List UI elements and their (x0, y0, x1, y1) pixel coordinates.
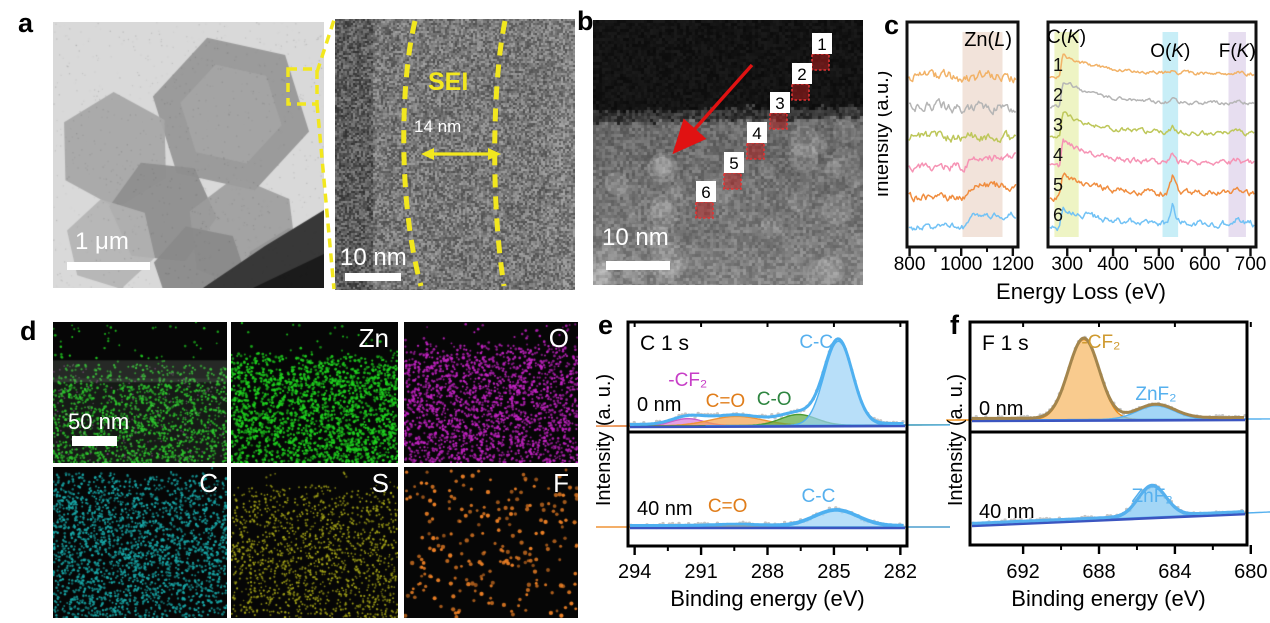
eds-label-zn: Zn (358, 323, 389, 353)
eds-f-canvas (404, 467, 578, 618)
eds-map-c: C (53, 467, 227, 618)
tem-image-main (53, 22, 324, 288)
svg-text:700: 700 (1235, 254, 1267, 275)
panel-a-label: a (18, 8, 34, 38)
svg-text:282: 282 (884, 561, 917, 583)
eds-o-canvas (404, 322, 578, 463)
eds-c-canvas (53, 467, 227, 618)
scalebar-label-a-inset: 10 nm (340, 244, 407, 271)
eels-chart: 800 1000 1200 Zn(L) 1 2 3 4 5 6 300 400 500 600 700 C(K… (878, 20, 1267, 304)
svg-text:F(K): F(K) (1219, 41, 1256, 62)
svg-text:500: 500 (1143, 254, 1175, 275)
svg-text:-CF₂: -CF₂ (1081, 332, 1120, 353)
svg-text:800: 800 (894, 254, 926, 275)
eds-map-zn: Zn (231, 322, 398, 463)
svg-text:680: 680 (1234, 561, 1267, 583)
scalebar-label-d: 50 nm (68, 409, 130, 434)
svg-text:4: 4 (1053, 145, 1063, 165)
svg-text:Zn(L): Zn(L) (964, 29, 1012, 51)
panel-c-label: c (884, 10, 900, 40)
svg-text:294: 294 (618, 561, 651, 583)
svg-text:300: 300 (1051, 254, 1083, 275)
svg-text:291: 291 (684, 561, 717, 583)
svg-text:Binding energy (eV): Binding energy (eV) (1011, 586, 1205, 611)
svg-text:0 nm: 0 nm (637, 394, 681, 416)
eds-map-s: S (231, 467, 398, 618)
scalebar-label-a-main: 1 μm (75, 228, 129, 255)
svg-text:Binding energy (eV): Binding energy (eV) (670, 586, 864, 611)
eds-label-f: F (553, 468, 569, 498)
sei-thickness-label: 14 nm (414, 117, 462, 136)
svg-text:688: 688 (1082, 561, 1115, 583)
svg-text:C(K): C(K) (1047, 27, 1086, 48)
svg-text:288: 288 (751, 561, 784, 583)
svg-text:C-O: C-O (757, 389, 792, 410)
scalebar-a-inset (345, 273, 401, 281)
svg-text:0 nm: 0 nm (979, 398, 1023, 420)
svg-text:F 1 s: F 1 s (982, 332, 1029, 355)
svg-text:684: 684 (1158, 561, 1191, 583)
eds-map-o: O (404, 322, 578, 463)
svg-text:1000: 1000 (940, 254, 982, 275)
eds-label-o: O (548, 323, 569, 353)
panel-b-label: b (577, 6, 594, 36)
eds-s-canvas (231, 467, 398, 618)
svg-text:1: 1 (1053, 55, 1063, 75)
svg-text:285: 285 (817, 561, 850, 583)
sei-label: SEI (428, 68, 469, 96)
svg-text:O(K): O(K) (1150, 41, 1190, 62)
svg-text:C-C: C-C (802, 486, 836, 507)
eds-map-f: F (404, 467, 578, 618)
svg-text:400: 400 (1097, 254, 1129, 275)
svg-text:Intensity (a. u.): Intensity (a. u.) (596, 374, 615, 506)
svg-text:-CF₂: -CF₂ (668, 370, 707, 391)
svg-text:Intensity (a.u.): Intensity (a.u.) (878, 71, 893, 198)
panel-e-label: e (598, 310, 614, 340)
svg-text:C 1 s: C 1 s (640, 332, 689, 355)
svg-text:Energy Loss (eV): Energy Loss (eV) (996, 279, 1166, 304)
svg-text:3: 3 (1053, 115, 1063, 135)
tem-main-canvas (53, 22, 324, 288)
svg-text:5: 5 (1053, 175, 1063, 195)
svg-text:40 nm: 40 nm (979, 501, 1035, 523)
xps-f1s-chart: -CF₂ ZnF₂ 0 nm ZnF₂ 40 nm 692 688 684 680 Binding… (946, 320, 1270, 611)
scalebar-label-b: 10 nm (602, 224, 669, 251)
eds-label-c: C (199, 468, 218, 498)
scalebar-a-main (67, 262, 150, 270)
svg-text:6: 6 (1053, 205, 1063, 225)
svg-text:C-C: C-C (799, 332, 833, 353)
svg-text:1200: 1200 (992, 254, 1034, 275)
svg-text:ZnF₂: ZnF₂ (1135, 384, 1176, 405)
eds-label-s: S (371, 468, 389, 498)
scalebar-d (72, 436, 117, 446)
svg-text:40 nm: 40 nm (637, 498, 693, 520)
svg-text:ZnF₂: ZnF₂ (1132, 486, 1173, 507)
svg-text:600: 600 (1189, 254, 1221, 275)
scalebar-b (606, 261, 670, 270)
panel-d-label: d (20, 316, 37, 346)
panel-f-label: f (950, 310, 959, 340)
svg-text:692: 692 (1006, 561, 1039, 583)
svg-text:2: 2 (1053, 85, 1063, 105)
svg-text:C=O: C=O (706, 391, 746, 412)
eds-zn-canvas (231, 322, 398, 463)
svg-text:C=O: C=O (708, 496, 748, 517)
svg-text:Intensity (a. u.): Intensity (a. u.) (946, 374, 967, 506)
